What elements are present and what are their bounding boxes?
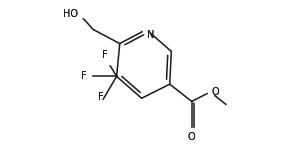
Text: HO: HO	[63, 9, 78, 19]
Bar	[143, 26, 149, 33]
Text: F: F	[102, 50, 107, 60]
Text: F: F	[98, 92, 104, 102]
Bar	[208, 89, 213, 95]
Bar	[104, 58, 111, 64]
Text: F: F	[81, 71, 87, 81]
Text: N: N	[147, 30, 154, 40]
Bar	[99, 100, 103, 106]
Text: F: F	[81, 71, 87, 81]
Text: O: O	[211, 87, 219, 97]
Text: F: F	[102, 50, 107, 60]
Text: O: O	[211, 87, 219, 97]
Text: N: N	[147, 30, 154, 40]
Text: HO: HO	[63, 9, 78, 19]
Text: F: F	[98, 92, 104, 102]
Bar	[189, 128, 194, 134]
Text: O: O	[188, 132, 195, 142]
Bar	[86, 73, 91, 80]
Text: O: O	[188, 132, 195, 142]
Bar	[75, 11, 83, 17]
